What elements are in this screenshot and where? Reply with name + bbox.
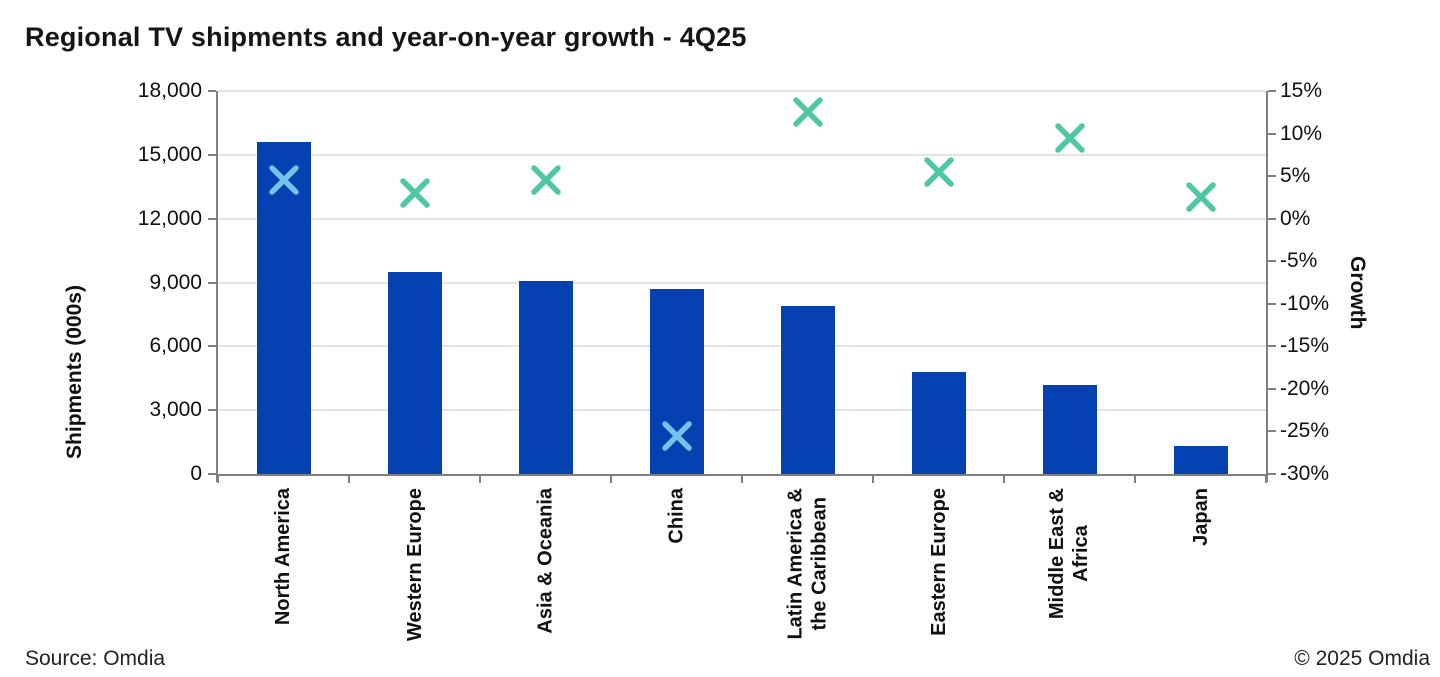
right-axis-line bbox=[1266, 91, 1268, 482]
bar-middle-east-africa bbox=[1042, 384, 1097, 474]
y-axis-tick-label: 15,000 bbox=[137, 142, 202, 166]
x-axis-tick bbox=[217, 474, 219, 483]
right-axis-tick bbox=[1268, 175, 1276, 178]
y-axis-tick-label: 3,000 bbox=[149, 398, 202, 422]
y-axis-tick-label: 6,000 bbox=[149, 334, 202, 358]
chart-title: Regional TV shipments and year-on-year g… bbox=[25, 22, 747, 52]
right-axis-tick-label: -15% bbox=[1280, 334, 1330, 358]
gridline bbox=[218, 90, 1266, 92]
gridline bbox=[218, 217, 1266, 220]
category-label-china: China bbox=[665, 488, 688, 544]
bar-asia-oceania bbox=[518, 281, 573, 474]
copyright-note: © 2025 Omdia bbox=[1294, 647, 1430, 670]
y-axis-tick-label: 9,000 bbox=[149, 270, 202, 294]
x-axis-tick bbox=[1265, 474, 1267, 483]
category-label-eastern-europe: Eastern Europe bbox=[927, 488, 950, 636]
gridline bbox=[218, 345, 1266, 348]
gridline bbox=[218, 153, 1266, 156]
bar-japan bbox=[1173, 446, 1228, 474]
right-axis-tick bbox=[1268, 345, 1276, 348]
growth-marker-china bbox=[659, 418, 695, 459]
bar-latin-america-the-caribbean bbox=[780, 305, 835, 474]
right-axis-tick bbox=[1268, 302, 1276, 305]
y-axis-tick bbox=[208, 217, 216, 220]
right-axis-tick bbox=[1268, 260, 1276, 263]
x-axis-tick bbox=[610, 474, 612, 483]
right-axis-tick-label: -20% bbox=[1280, 376, 1330, 400]
right-axis-tick-label: 0% bbox=[1280, 206, 1311, 230]
right-axis-tick-label: 10% bbox=[1280, 121, 1323, 145]
y-axis-tick-label: 18,000 bbox=[137, 79, 202, 102]
y-axis-tick bbox=[208, 153, 216, 156]
bar-china bbox=[649, 288, 704, 474]
y-axis-tick-label: 12,000 bbox=[137, 206, 202, 230]
gridline bbox=[218, 281, 1266, 284]
source-note: Source: Omdia bbox=[25, 647, 166, 670]
x-axis-tick bbox=[348, 474, 350, 483]
growth-marker-asia-oceania bbox=[528, 162, 564, 203]
y-axis-tick bbox=[208, 281, 216, 284]
right-axis-tick bbox=[1268, 387, 1276, 390]
right-axis-tick-label: -5% bbox=[1280, 249, 1318, 273]
category-label-asia-oceania: Asia & Oceania bbox=[534, 488, 557, 634]
y-axis-tick-label: 0 bbox=[190, 462, 202, 485]
right-axis-tick bbox=[1268, 217, 1276, 220]
x-axis-tick bbox=[1003, 474, 1005, 483]
right-axis-tick-label: -30% bbox=[1280, 462, 1330, 485]
category-label-japan: Japan bbox=[1189, 488, 1212, 546]
x-axis-tick bbox=[479, 474, 481, 483]
growth-marker-middle-east-africa bbox=[1052, 120, 1088, 161]
bar-north-america bbox=[256, 142, 311, 474]
bar-western-europe bbox=[387, 271, 442, 474]
category-label-north-america: North America bbox=[272, 488, 295, 626]
growth-marker-north-america bbox=[266, 162, 302, 203]
left-axis-title: Shipments (000s) bbox=[63, 285, 86, 459]
x-axis-tick bbox=[1134, 474, 1136, 483]
y-axis-tick bbox=[208, 90, 216, 92]
right-axis-tick bbox=[1268, 90, 1276, 92]
right-axis-tick-label: 5% bbox=[1280, 164, 1311, 188]
y-axis-tick bbox=[208, 409, 216, 412]
growth-marker-western-europe bbox=[397, 175, 433, 216]
bar-eastern-europe bbox=[911, 371, 966, 474]
growth-marker-eastern-europe bbox=[921, 154, 957, 195]
right-axis-tick bbox=[1268, 132, 1276, 135]
right-axis-title: Growth bbox=[1346, 256, 1369, 330]
x-axis-tick bbox=[872, 474, 874, 483]
right-axis-tick-label: -10% bbox=[1280, 291, 1330, 315]
category-label-middle-east-africa: Middle East & Africa bbox=[1046, 488, 1093, 620]
x-axis-tick bbox=[741, 474, 743, 483]
growth-marker-latin-america-the-caribbean bbox=[790, 94, 826, 135]
category-label-western-europe: Western Europe bbox=[403, 488, 426, 641]
gridline bbox=[218, 409, 1266, 412]
y-axis-tick bbox=[208, 473, 216, 475]
right-axis-tick bbox=[1268, 430, 1276, 433]
y-axis-tick bbox=[208, 345, 216, 348]
right-axis-tick-label: -25% bbox=[1280, 419, 1330, 443]
right-axis-tick-label: 15% bbox=[1280, 79, 1323, 102]
right-axis-tick bbox=[1268, 473, 1276, 475]
category-label-latin-america-the-caribbean: Latin America & the Caribbean bbox=[784, 488, 831, 640]
growth-marker-japan bbox=[1183, 179, 1219, 220]
y-axis-line bbox=[216, 91, 218, 482]
